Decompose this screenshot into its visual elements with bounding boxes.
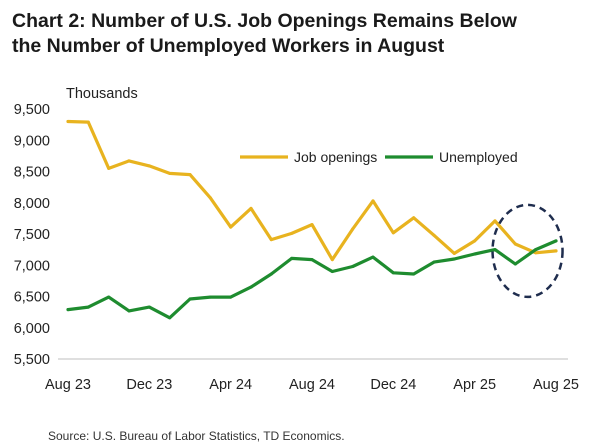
data-point <box>452 251 456 255</box>
data-point <box>208 295 212 299</box>
y-tick-label: 8,000 <box>14 196 50 212</box>
data-point <box>330 270 334 273</box>
data-point <box>513 242 517 246</box>
x-tick-label: Aug 25 <box>533 377 579 393</box>
data-point <box>86 305 90 309</box>
x-tick-label: Apr 25 <box>453 377 496 393</box>
data-point <box>168 171 172 175</box>
data-point <box>432 260 436 264</box>
data-point <box>249 285 253 289</box>
data-point <box>269 272 273 276</box>
data-point <box>310 223 314 227</box>
data-point <box>147 164 151 168</box>
data-point <box>554 239 558 243</box>
data-point <box>66 120 70 123</box>
data-point <box>493 219 497 223</box>
data-point <box>147 305 151 309</box>
data-point <box>473 239 477 243</box>
data-point <box>391 271 395 275</box>
y-tick-label: 7,000 <box>14 258 50 274</box>
data-point <box>127 159 131 163</box>
data-point <box>452 257 456 261</box>
data-point <box>188 297 192 301</box>
legend-label: Unemployed <box>439 149 518 165</box>
series-line-unemployed <box>66 239 558 320</box>
data-point <box>208 196 212 200</box>
data-point <box>412 216 416 220</box>
data-point <box>127 309 131 313</box>
x-tick-label: Aug 23 <box>45 377 91 393</box>
highlight-circle <box>491 203 564 299</box>
data-point <box>66 308 70 312</box>
data-point <box>534 248 538 252</box>
data-point <box>351 227 355 231</box>
chart-title: Chart 2: Number of U.S. Job Openings Rem… <box>12 9 592 59</box>
chart-title-line-2: the Number of Unemployed Workers in Augu… <box>12 35 445 57</box>
data-point <box>513 262 517 266</box>
legend: Job openings Unemployed <box>240 149 518 165</box>
data-point <box>391 231 395 235</box>
data-point <box>107 166 111 170</box>
data-point <box>188 173 192 177</box>
x-tick-label: Dec 24 <box>370 377 416 393</box>
data-point <box>493 248 497 252</box>
data-point <box>371 199 375 203</box>
y-axis-label: Thousands <box>66 86 138 102</box>
data-point <box>229 295 233 299</box>
data-point <box>290 231 294 235</box>
y-tick-label: 9,500 <box>14 102 50 118</box>
data-point <box>371 255 375 259</box>
x-axis-ticks: Aug 23 Dec 23 Apr 24 Aug 24 Dec 24 Apr 25 Aug … <box>45 377 579 393</box>
data-point <box>249 206 253 210</box>
source-note: Source: U.S. Bureau of Labor Statistics,… <box>48 429 345 443</box>
x-tick-label: Dec 23 <box>126 377 172 393</box>
series-lines <box>66 119 558 320</box>
chart-title-line-1: Chart 2: Number of U.S. Job Openings Rem… <box>12 10 517 32</box>
x-tick-label: Aug 24 <box>289 377 335 393</box>
data-point <box>86 120 90 124</box>
data-point <box>554 249 558 253</box>
x-tick-label: Apr 24 <box>209 377 252 393</box>
data-point <box>168 316 172 320</box>
data-point <box>351 265 355 268</box>
series-line-job-openings <box>66 119 558 262</box>
y-axis-ticks: 5,500 6,000 6,500 7,000 7,500 8,000 8,500 9,000… <box>14 102 50 368</box>
y-tick-label: 9,000 <box>14 133 50 149</box>
data-point <box>310 258 314 262</box>
data-point <box>269 238 273 242</box>
legend-label: Job openings <box>294 149 377 165</box>
data-point <box>473 252 477 256</box>
y-tick-label: 7,500 <box>14 227 50 243</box>
y-tick-label: 6,500 <box>14 290 50 306</box>
data-point <box>330 258 334 262</box>
y-tick-label: 8,500 <box>14 165 50 181</box>
y-tick-label: 6,000 <box>14 321 50 337</box>
data-point <box>432 233 436 237</box>
data-point <box>107 295 111 299</box>
data-point <box>412 272 416 276</box>
y-tick-label: 5,500 <box>14 352 50 368</box>
data-point <box>229 225 233 229</box>
data-point <box>290 256 294 260</box>
